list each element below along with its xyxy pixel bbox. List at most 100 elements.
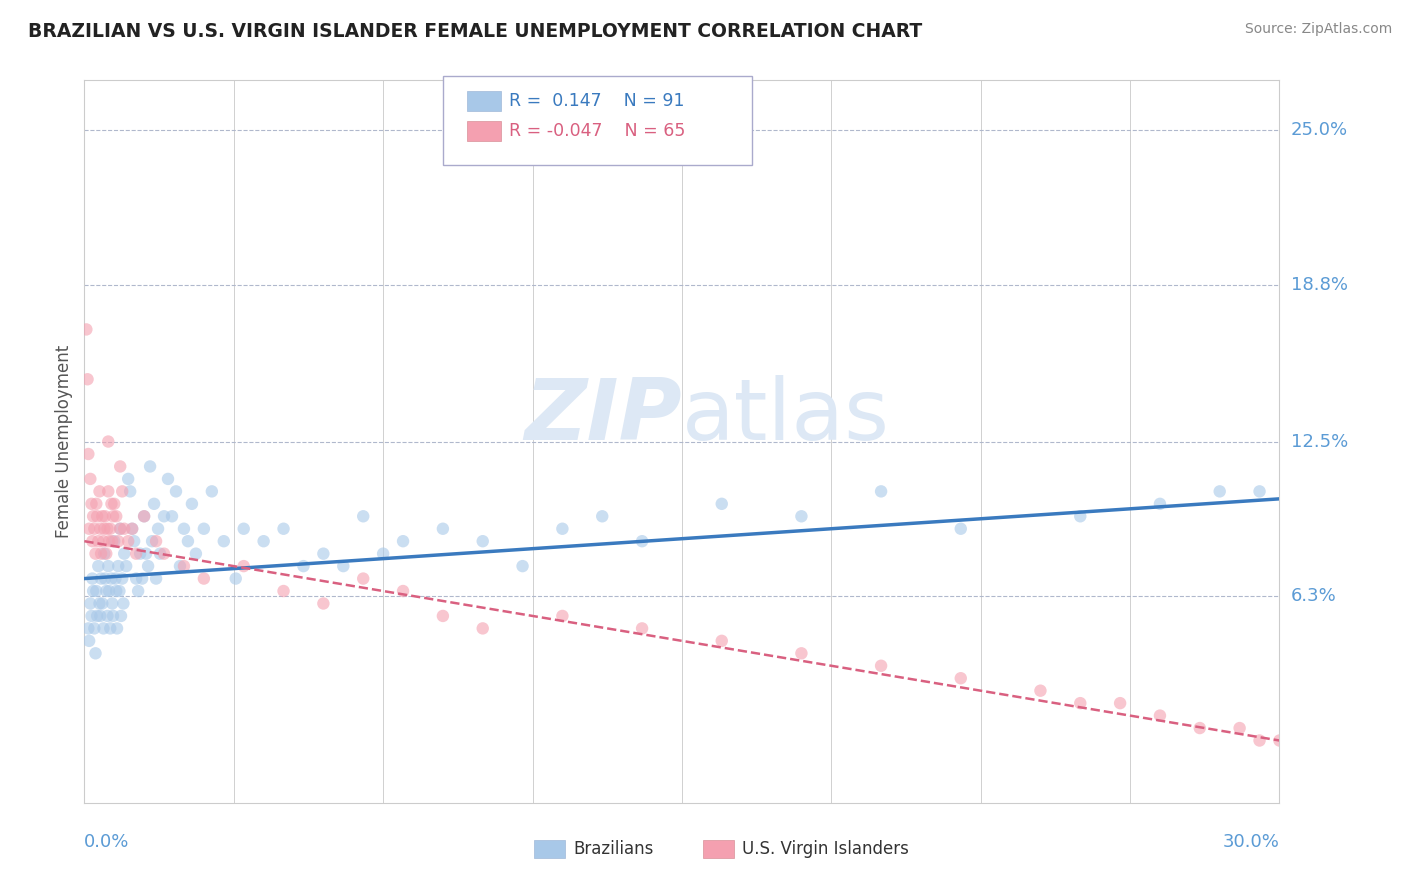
Point [121,522,143,536]
Point [96,522,118,536]
Point [100,572,122,586]
Point [105,509,128,524]
Point [84,547,107,561]
Point [870,658,893,673]
Point [86,609,108,624]
Point [232,522,254,536]
Point [273,584,295,599]
Point [1069,509,1091,524]
Point [273,522,295,536]
Point [101,534,124,549]
Point [112,547,135,561]
Point [80,497,103,511]
Point [100,497,122,511]
Point [79,597,101,611]
Point [98,534,121,549]
Point [225,572,247,586]
Text: atlas: atlas [682,376,890,458]
Point [77,633,100,648]
Point [98,584,121,599]
Point [212,534,235,549]
Point [471,621,494,635]
Text: 25.0%: 25.0% [1291,121,1348,139]
Point [101,597,124,611]
Point [949,522,972,536]
Y-axis label: Female Unemployment: Female Unemployment [55,345,73,538]
Point [93,534,115,549]
Text: Source: ZipAtlas.com: Source: ZipAtlas.com [1244,22,1392,37]
Point [790,509,813,524]
Point [1229,721,1251,735]
Point [105,621,128,635]
Point [93,621,115,635]
Point [94,509,117,524]
Text: Brazilians: Brazilians [574,840,654,858]
Point [432,522,454,536]
Point [201,484,224,499]
Point [471,534,494,549]
Point [93,547,115,561]
Point [94,572,117,586]
Point [253,534,276,549]
Point [117,534,139,549]
Point [107,559,129,574]
Point [87,559,110,574]
Point [173,559,195,574]
Point [949,671,972,685]
Point [89,484,111,499]
Point [82,572,104,586]
Point [96,609,118,624]
Point [149,547,172,561]
Point [82,584,104,599]
Point [108,584,131,599]
Point [173,522,195,536]
Point [117,472,139,486]
Point [93,522,115,536]
Point [132,509,156,524]
Point [97,559,120,574]
Point [135,547,157,561]
Point [193,522,215,536]
Point [157,472,180,486]
Point [1249,733,1271,747]
Point [122,534,145,549]
Text: ZIP: ZIP [524,376,682,458]
Text: 18.8%: 18.8% [1291,276,1347,293]
Point [145,572,167,586]
Point [105,584,128,599]
Point [352,572,374,586]
Point [392,534,415,549]
Point [127,584,149,599]
Point [89,609,111,624]
Point [86,497,108,511]
Point [292,559,315,574]
Point [312,597,335,611]
Text: 30.0%: 30.0% [1223,833,1279,851]
Point [80,609,103,624]
Point [136,559,159,574]
Point [129,547,152,561]
Point [86,509,108,524]
Point [104,572,127,586]
Point [103,497,125,511]
Point [312,547,335,561]
Text: R =  0.147    N = 91: R = 0.147 N = 91 [509,92,685,110]
Point [90,547,112,561]
Point [89,597,111,611]
Point [165,484,187,499]
Point [131,572,153,586]
Point [146,522,169,536]
Point [193,572,215,586]
Point [631,621,654,635]
Point [82,509,104,524]
Point [101,509,124,524]
Point [97,434,120,449]
Point [83,621,105,635]
Point [86,584,108,599]
Point [98,621,121,635]
Point [97,484,120,499]
Point [141,534,163,549]
Point [790,646,813,660]
Point [110,522,132,536]
Text: R = -0.047    N = 65: R = -0.047 N = 65 [509,122,685,140]
